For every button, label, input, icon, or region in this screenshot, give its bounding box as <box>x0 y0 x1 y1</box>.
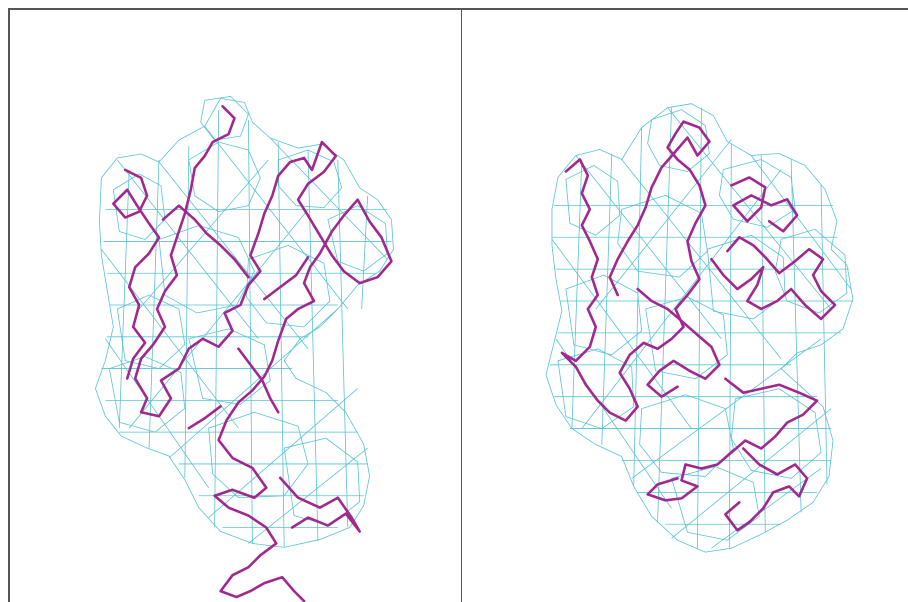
right-mesh-lobe <box>565 165 621 236</box>
right-mesh-lobe <box>718 159 796 228</box>
left-mesh-lobe <box>188 141 261 213</box>
left-density-mesh <box>95 95 394 548</box>
right-density-mesh <box>545 103 854 553</box>
right-trace-segment <box>560 120 711 422</box>
left-backbone-trace <box>112 105 393 602</box>
left-mesh-grid <box>101 110 392 548</box>
left-mesh-lobe <box>200 95 249 141</box>
left-mesh-lobe <box>208 411 309 499</box>
right-mesh-lobe <box>565 274 643 356</box>
left-structure-view <box>95 95 394 602</box>
right-mesh-lobe <box>645 296 728 380</box>
left-mesh-lobe <box>112 173 166 240</box>
right-mesh-lobe <box>557 348 635 429</box>
right-backbone-trace <box>560 120 837 532</box>
left-trace-segment <box>133 105 393 602</box>
left-structure-panel <box>8 8 462 602</box>
right-mesh-lobe <box>647 109 710 172</box>
right-structure-view <box>545 103 854 553</box>
left-mesh-lobe <box>283 437 361 526</box>
right-mesh-lobe <box>774 228 848 314</box>
left-mesh-lobe <box>158 225 255 314</box>
left-trace-segment <box>112 168 361 533</box>
right-mesh-grid <box>549 107 853 549</box>
left-mesh-lobe <box>188 328 271 405</box>
left-mesh-lobe <box>277 149 343 209</box>
right-mesh-diagonals <box>551 107 852 549</box>
left-mesh-outline <box>95 97 394 548</box>
right-mesh-lobe <box>707 234 786 320</box>
right-trace-segment <box>636 176 837 532</box>
left-mesh-lobe <box>116 294 186 369</box>
right-structure-panel <box>461 8 908 602</box>
right-mesh-lobe <box>671 466 760 541</box>
left-mesh-diagonals <box>101 125 388 544</box>
right-mesh-lobe <box>730 388 822 479</box>
